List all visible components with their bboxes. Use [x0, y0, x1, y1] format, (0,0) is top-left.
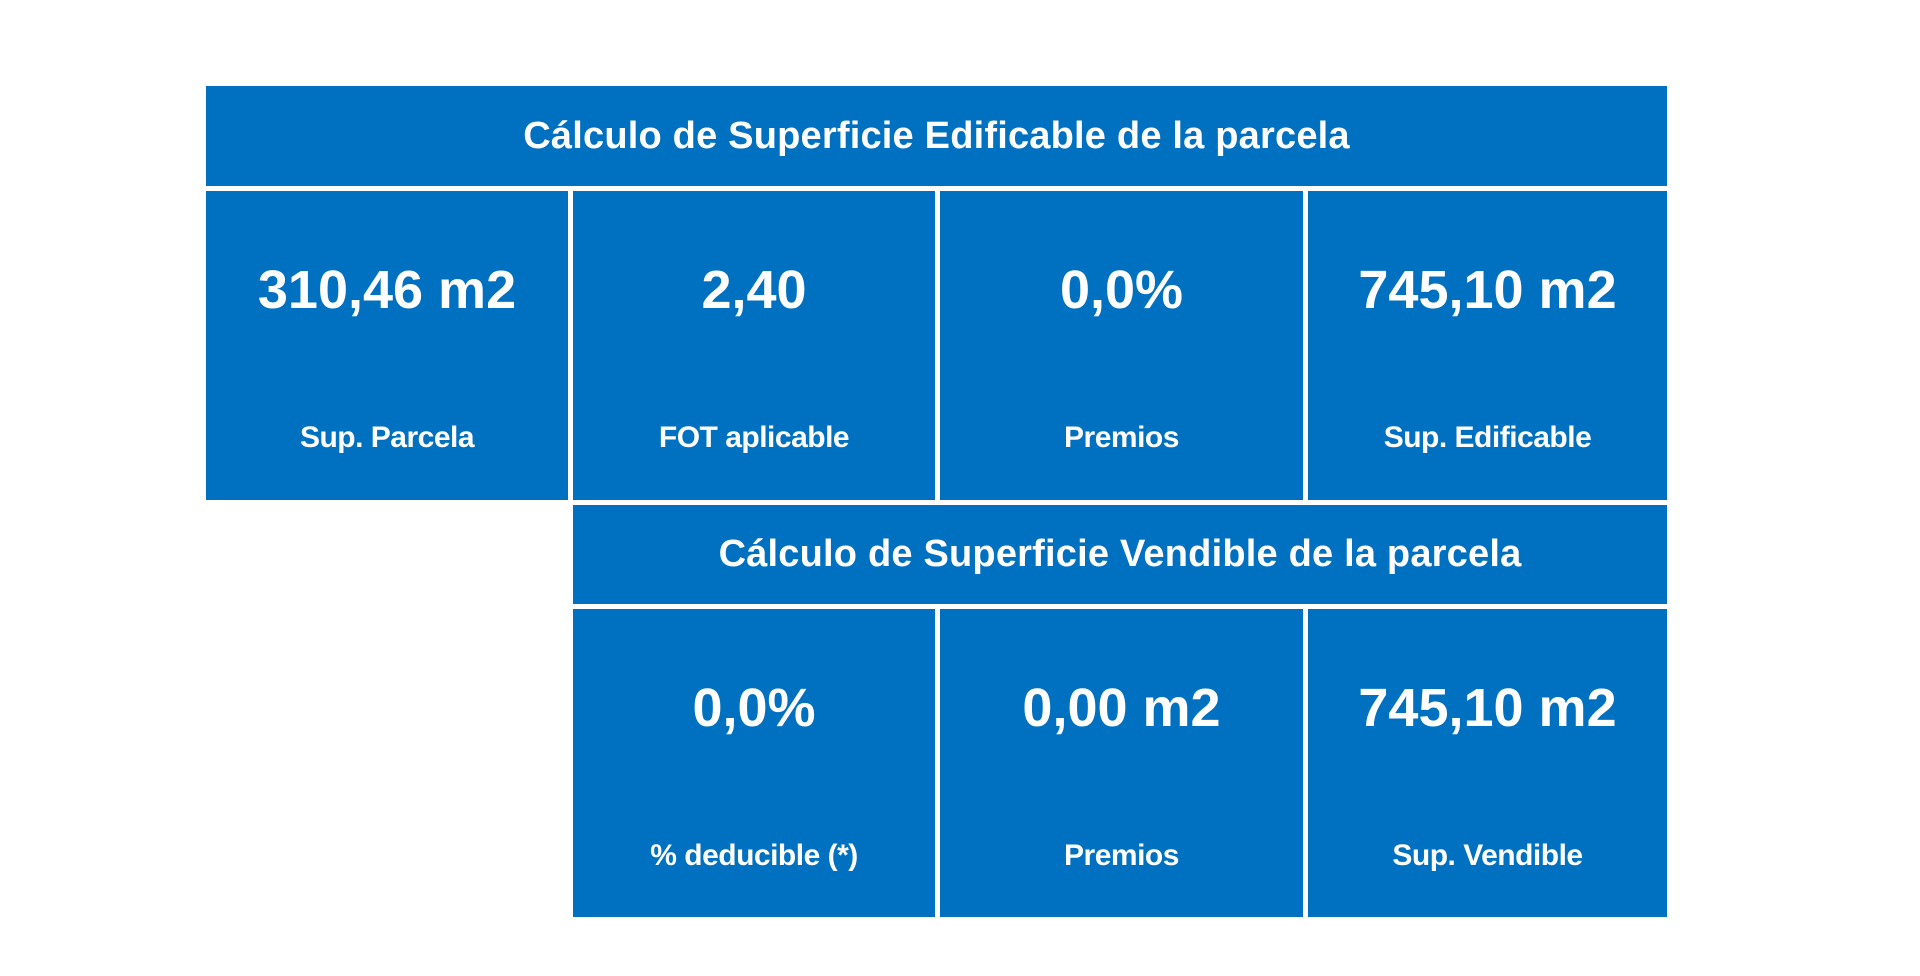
- edificable-header: Cálculo de Superficie Edificable de la p…: [206, 86, 1667, 186]
- deducible-value: 0,0%: [692, 678, 816, 738]
- premios-edificable-cell: 0,0% Premios: [940, 191, 1303, 500]
- deducible-cell: 0,0% % deducible (*): [573, 609, 935, 917]
- sup-parcela-value: 310,46 m2: [257, 260, 517, 320]
- edificable-title: Cálculo de Superficie Edificable de la p…: [523, 114, 1350, 157]
- sup-parcela-cell: 310,46 m2 Sup. Parcela: [206, 191, 568, 500]
- premios-vendible-label: Premios: [1064, 839, 1179, 872]
- premios-vendible-value: 0,00 m2: [1022, 678, 1221, 738]
- sup-vendible-cell: 745,10 m2 Sup. Vendible: [1308, 609, 1667, 917]
- vendible-header: Cálculo de Superficie Vendible de la par…: [573, 505, 1667, 604]
- premios-vendible-cell: 0,00 m2 Premios: [940, 609, 1303, 917]
- premios-edificable-label: Premios: [1064, 421, 1179, 454]
- vendible-title: Cálculo de Superficie Vendible de la par…: [718, 533, 1522, 575]
- sup-parcela-label: Sup. Parcela: [299, 421, 475, 454]
- sup-edificable-cell: 745,10 m2 Sup. Edificable: [1308, 191, 1667, 500]
- sup-edificable-value: 745,10 m2: [1358, 260, 1617, 320]
- fot-aplicable-label: FOT aplicable: [658, 421, 850, 454]
- deducible-label: % deducible (*): [650, 839, 858, 872]
- fot-aplicable-value: 2,40: [701, 260, 807, 320]
- sup-vendible-label: Sup. Vendible: [1392, 839, 1583, 872]
- fot-aplicable-cell: 2,40 FOT aplicable: [573, 191, 935, 500]
- sup-vendible-value: 745,10 m2: [1358, 678, 1617, 738]
- sup-edificable-label: Sup. Edificable: [1383, 421, 1592, 454]
- premios-edificable-value: 0,0%: [1059, 260, 1184, 320]
